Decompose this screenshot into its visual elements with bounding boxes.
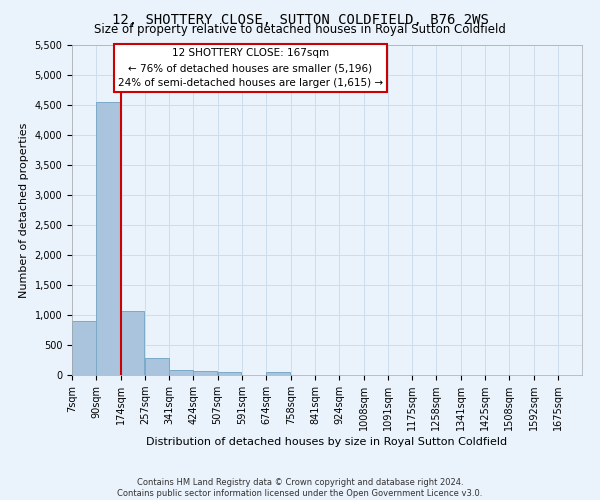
Y-axis label: Number of detached properties: Number of detached properties [19,122,29,298]
X-axis label: Distribution of detached houses by size in Royal Sutton Coldfield: Distribution of detached houses by size … [146,437,508,447]
Bar [193,372,217,375]
Text: 12, SHOTTERY CLOSE, SUTTON COLDFIELD, B76 2WS: 12, SHOTTERY CLOSE, SUTTON COLDFIELD, B7… [112,12,488,26]
Text: 12 SHOTTERY CLOSE: 167sqm
← 76% of detached houses are smaller (5,196)
24% of se: 12 SHOTTERY CLOSE: 167sqm ← 76% of detac… [118,48,383,88]
Bar [266,372,290,375]
Bar [145,358,169,375]
Text: Contains HM Land Registry data © Crown copyright and database right 2024.
Contai: Contains HM Land Registry data © Crown c… [118,478,482,498]
Bar [169,370,193,375]
Bar [218,372,241,375]
Bar [121,311,145,375]
Text: Size of property relative to detached houses in Royal Sutton Coldfield: Size of property relative to detached ho… [94,22,506,36]
Bar [72,321,95,375]
Bar [96,102,120,375]
